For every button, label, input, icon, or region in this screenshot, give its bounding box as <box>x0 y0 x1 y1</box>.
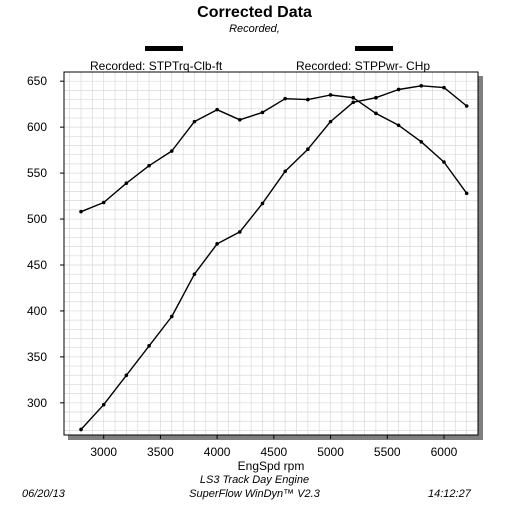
x-tick-label: 3500 <box>147 445 174 459</box>
data-point-torque <box>351 95 356 100</box>
chart-subtitle: Recorded, <box>229 23 280 35</box>
data-point-power <box>79 427 83 432</box>
data-point-torque <box>124 181 129 185</box>
data-point-torque <box>374 111 378 116</box>
data-point-torque <box>169 149 174 153</box>
data-point-torque <box>464 191 469 196</box>
footer-engine: LS3 Track Day Engine <box>199 474 310 486</box>
data-point-power <box>442 85 446 90</box>
x-tick-label: 4000 <box>204 445 231 459</box>
data-point-power <box>101 402 106 407</box>
data-point-power <box>464 104 469 108</box>
data-point-torque <box>396 123 401 128</box>
data-point-torque <box>283 96 287 101</box>
data-point-power <box>169 314 174 319</box>
data-point-torque <box>260 110 265 115</box>
data-point-power <box>396 87 401 92</box>
data-point-power <box>215 242 219 246</box>
data-point-torque <box>442 160 446 164</box>
data-point-torque <box>79 209 83 214</box>
x-axis-label: EngSpd rpm <box>238 459 305 473</box>
data-point-power <box>238 230 242 234</box>
data-point-torque <box>192 119 197 124</box>
data-point-power <box>283 169 287 174</box>
data-point-power <box>374 95 378 100</box>
y-tick-label: 350 <box>27 350 47 364</box>
data-point-torque <box>147 163 151 168</box>
y-tick-label: 500 <box>27 212 47 226</box>
data-point-torque <box>419 140 424 144</box>
legend-swatch-power <box>355 46 393 51</box>
data-point-torque <box>328 93 333 97</box>
x-tick-label: 5500 <box>374 445 401 459</box>
data-point-torque <box>238 117 242 122</box>
data-point-power <box>351 100 356 105</box>
y-tick-label: 450 <box>27 258 47 272</box>
plot-border <box>63 71 479 436</box>
x-tick-label: 3000 <box>90 445 117 459</box>
y-tick-label: 600 <box>27 120 47 134</box>
data-point-power <box>328 119 333 124</box>
y-tick-label: 650 <box>27 74 47 88</box>
data-point-power <box>306 147 310 151</box>
legend-label-power: Recorded: STPPwr- CHp <box>296 59 431 73</box>
data-point-torque <box>306 97 310 102</box>
data-point-power <box>419 83 424 88</box>
y-tick-label: 550 <box>27 166 47 180</box>
data-point-power <box>124 373 129 378</box>
footer-software: SuperFlow WinDyn™ V2.3 <box>189 488 320 500</box>
x-tick-label: 6000 <box>431 445 458 459</box>
plot-shadow-right <box>478 76 483 440</box>
y-tick-label: 400 <box>27 304 47 318</box>
footer-date: 06/20/13 <box>22 488 65 500</box>
data-point-power <box>192 272 197 276</box>
chart-title: Corrected Data <box>197 4 312 21</box>
footer-time: 14:12:27 <box>428 488 471 500</box>
data-point-torque <box>215 107 219 112</box>
series-line-power <box>80 85 468 430</box>
data-point-power <box>260 201 265 206</box>
legend-label-torque: Recorded: STPTrq-Clb-ft <box>90 59 223 73</box>
data-point-power <box>147 344 151 348</box>
plot-shadow-bottom <box>68 435 483 440</box>
legend-swatch-torque <box>145 46 183 51</box>
series-line-torque <box>80 94 468 213</box>
data-point-torque <box>101 200 106 205</box>
x-tick-label: 4500 <box>260 445 287 459</box>
x-tick-label: 5000 <box>317 445 344 459</box>
y-tick-label: 300 <box>27 396 47 410</box>
